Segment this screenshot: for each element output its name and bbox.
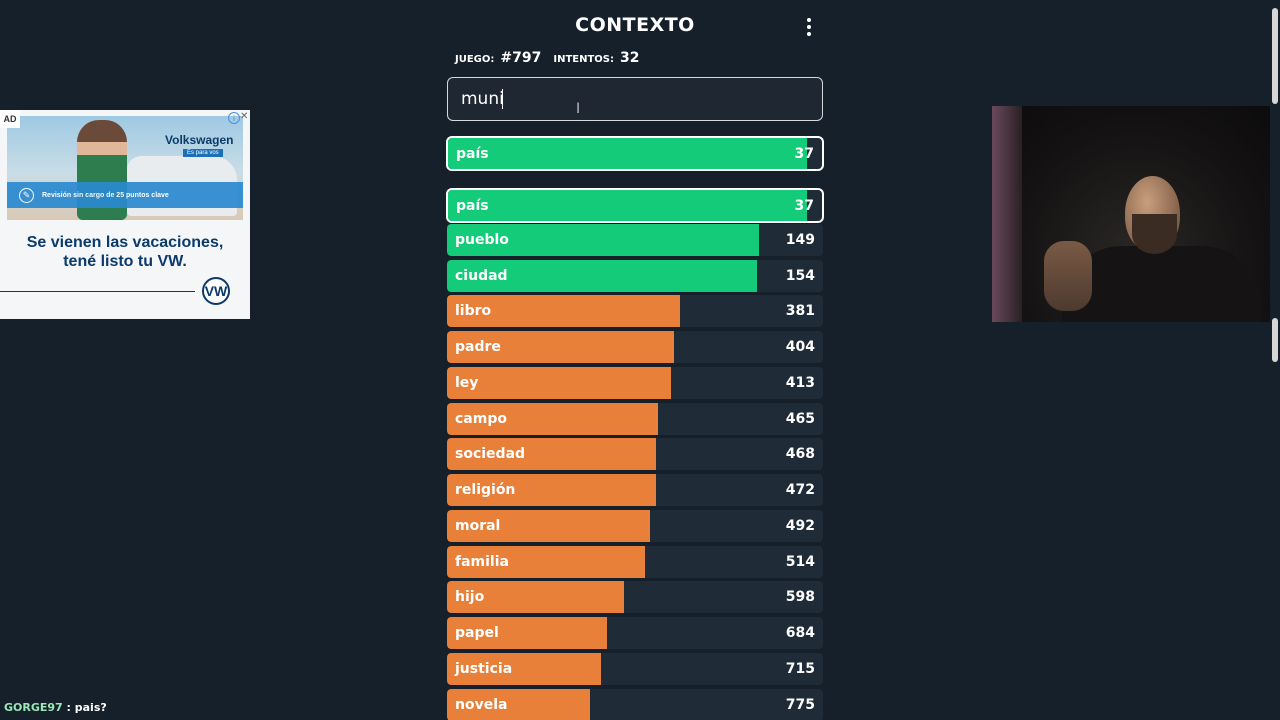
guess-word: justicia	[455, 661, 513, 677]
chat-message: GORGE97 : pais?	[4, 701, 107, 714]
guess-word: hijo	[455, 589, 485, 605]
guess-word: pueblo	[455, 232, 509, 248]
guess-row: familia 514	[447, 546, 823, 578]
guess-proximity-bar	[447, 581, 624, 613]
guess-word: ciudad	[455, 268, 508, 284]
ad-divider	[0, 291, 195, 292]
close-icon[interactable]: ✕	[240, 111, 249, 122]
guess-rank: 684	[785, 625, 815, 641]
guess-word: padre	[455, 339, 501, 355]
game-label: JUEGO:	[455, 54, 495, 65]
game-stats: JUEGO: #797 INTENTOS: 32	[455, 50, 645, 66]
guess-rank: 468	[785, 446, 815, 462]
guess-rank: 381	[785, 303, 815, 319]
guess-proximity-bar	[447, 617, 607, 649]
guess-proximity-bar	[447, 295, 681, 327]
game-number: #797	[500, 50, 542, 66]
webcam-person-beard	[1132, 214, 1177, 254]
guess-rank: 492	[785, 518, 815, 534]
last-guess-rank: 37	[794, 145, 814, 162]
guess-row: libro 381	[447, 295, 823, 327]
guess-word: novela	[455, 697, 508, 713]
guess-proximity-bar	[447, 474, 656, 506]
last-guess-row: país 37	[446, 136, 824, 171]
guess-row: moral 492	[447, 510, 823, 542]
scrollbar-thumb-secondary[interactable]	[1272, 318, 1278, 362]
ad-headline-line2: tené listo tu VW.	[63, 253, 187, 270]
webcam-background-light	[992, 106, 1022, 322]
guess-row: sociedad 468	[447, 438, 823, 470]
scrollbar-thumb[interactable]	[1272, 8, 1278, 104]
guess-rank: 775	[785, 697, 815, 713]
guess-row: ciudad 154	[447, 260, 823, 292]
guess-row: religión 472	[447, 474, 823, 506]
guess-word: país	[456, 197, 489, 214]
guess-word: sociedad	[455, 446, 526, 462]
guess-proximity-bar	[447, 653, 602, 685]
guess-word: papel	[455, 625, 499, 641]
guess-row: pueblo 149	[447, 224, 823, 256]
guess-proximity-bar	[447, 367, 672, 399]
guess-rank: 465	[785, 411, 815, 427]
wrench-icon: ✎	[19, 187, 34, 203]
chat-username: GORGE97	[4, 701, 63, 714]
guess-rank: 37	[794, 197, 814, 214]
guess-word: moral	[455, 518, 501, 534]
guess-rank: 154	[785, 268, 815, 284]
guess-row: papel 684	[447, 617, 823, 649]
chat-text: : pais?	[62, 701, 107, 714]
guess-row: padre 404	[447, 331, 823, 363]
guess-row: país 37	[446, 188, 824, 223]
guess-rank: 404	[785, 339, 815, 355]
info-icon[interactable]: i	[228, 112, 240, 124]
webcam-person-arm	[1044, 241, 1092, 311]
guess-word: libro	[455, 303, 492, 319]
ad-strip-text: Revisión sin cargo de 25 puntos clave	[42, 191, 169, 199]
guess-word: ley	[455, 375, 479, 391]
guess-rank: 413	[785, 375, 815, 391]
guess-proximity-bar	[447, 438, 657, 470]
guess-proximity-bar	[447, 510, 651, 542]
ad-badge: AD	[0, 110, 20, 128]
guess-proximity-bar	[447, 689, 590, 720]
guess-row: novela 775	[447, 689, 823, 720]
guess-proximity-bar	[447, 331, 675, 363]
more-options-icon[interactable]	[800, 16, 818, 38]
ad-brand-tagline: Es para vos	[183, 149, 223, 157]
attempts-count: 32	[620, 50, 640, 66]
guess-proximity-bar	[447, 224, 760, 256]
guess-row: hijo 598	[447, 581, 823, 613]
guess-rank: 715	[785, 661, 815, 677]
ad-strip: ✎ Revisión sin cargo de 25 puntos clave	[7, 182, 243, 208]
last-guess-word: país	[456, 145, 489, 162]
last-guess-bar	[448, 138, 808, 169]
page-title: CONTEXTO	[575, 14, 695, 36]
ad-headline: Se vienen las vacaciones, tené listo tu …	[0, 233, 250, 271]
webcam-person-body	[1062, 246, 1262, 322]
scrollbar[interactable]	[1270, 0, 1280, 720]
guess-rank: 598	[785, 589, 815, 605]
advertisement[interactable]: Volkswagen Es para vos ✎ Revisión sin ca…	[0, 110, 250, 319]
guess-rank: 149	[785, 232, 815, 248]
guess-proximity-bar	[448, 190, 808, 221]
attempts-label: INTENTOS:	[553, 54, 614, 65]
guess-proximity-bar	[447, 403, 658, 435]
text-caret	[502, 89, 503, 109]
guess-rank: 514	[785, 554, 815, 570]
guess-word: religión	[455, 482, 516, 498]
guess-row: justicia 715	[447, 653, 823, 685]
guess-proximity-bar	[447, 546, 646, 578]
guess-input[interactable]	[447, 77, 823, 121]
webcam-overlay	[992, 106, 1280, 322]
text-cursor-icon: I	[576, 101, 581, 117]
guess-word: familia	[455, 554, 509, 570]
guess-proximity-bar	[447, 260, 758, 292]
guess-row: ley 413	[447, 367, 823, 399]
guess-word: campo	[455, 411, 507, 427]
guess-rank: 472	[785, 482, 815, 498]
guess-row: campo 465	[447, 403, 823, 435]
ad-brand: Volkswagen	[165, 133, 234, 147]
ad-headline-line1: Se vienen las vacaciones,	[26, 234, 224, 251]
vw-logo: VW	[202, 277, 230, 305]
